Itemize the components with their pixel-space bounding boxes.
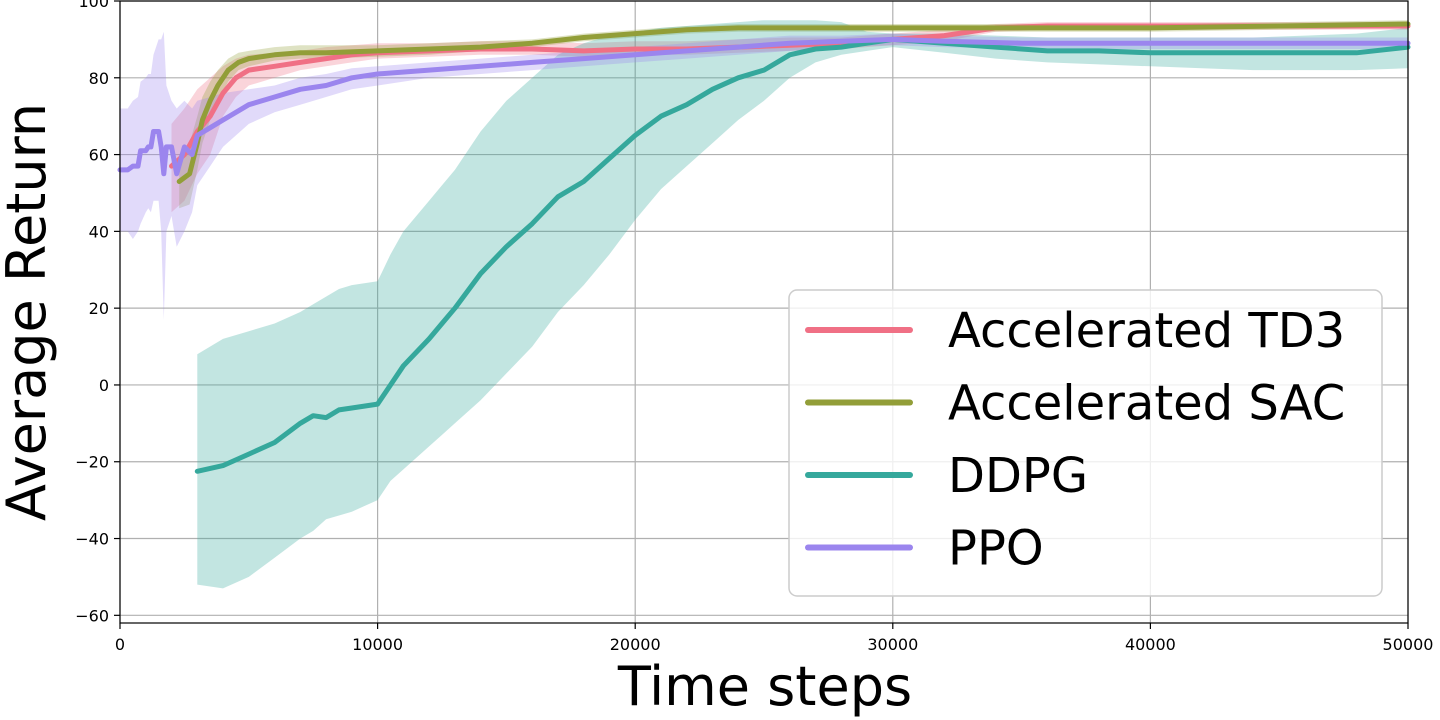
- x-axis-ticks: 0 10000 20000 30000 40000 50000: [115, 623, 1434, 654]
- ppo-legend-label: PPO: [948, 521, 1044, 577]
- x-axis-label: Time steps: [617, 655, 912, 718]
- ddpg-line: [194, 36, 1411, 474]
- y-axis-label: Average Return: [0, 103, 58, 521]
- y-tick-label: 60: [89, 146, 109, 165]
- ddpg-band: [197, 20, 1408, 589]
- accelerated-td3-legend-label: Accelerated TD3: [948, 303, 1345, 359]
- accelerated-sac-line: [176, 21, 1411, 184]
- plot-frame: [119, 0, 1409, 624]
- y-tick-label: 20: [89, 299, 109, 318]
- legend-box: [788, 289, 1383, 597]
- y-tick-label: −20: [75, 453, 109, 472]
- accelerated-sac-legend-label: Accelerated SAC: [948, 376, 1345, 432]
- y-tick-label: −60: [75, 606, 109, 625]
- ddpg-legend-label: DDPG: [948, 448, 1088, 504]
- x-tick-label: 30000: [867, 635, 918, 654]
- y-tick-label: 0: [99, 376, 109, 395]
- x-tick-label: 0: [115, 635, 125, 654]
- x-tick-label: 40000: [1125, 635, 1176, 654]
- confidence-bands: [120, 20, 1409, 589]
- y-tick-label: −40: [75, 530, 109, 549]
- x-tick-label: 10000: [352, 635, 403, 654]
- ppo-line: [117, 36, 1411, 177]
- x-tick-label: 50000: [1383, 635, 1434, 654]
- y-tick-label: 40: [89, 222, 109, 241]
- series-lines: [117, 21, 1411, 474]
- x-tick-label: 20000: [610, 635, 661, 654]
- accelerated-td3-line: [169, 23, 1411, 169]
- legend: Accelerated TD3 Accelerated SAC DDPG PPO: [788, 289, 1383, 597]
- y-axis-ticks: −60 −40 −20 0 20 40 60 80 100: [75, 0, 120, 625]
- y-tick-label: 80: [89, 69, 109, 88]
- y-tick-label: 100: [78, 0, 109, 11]
